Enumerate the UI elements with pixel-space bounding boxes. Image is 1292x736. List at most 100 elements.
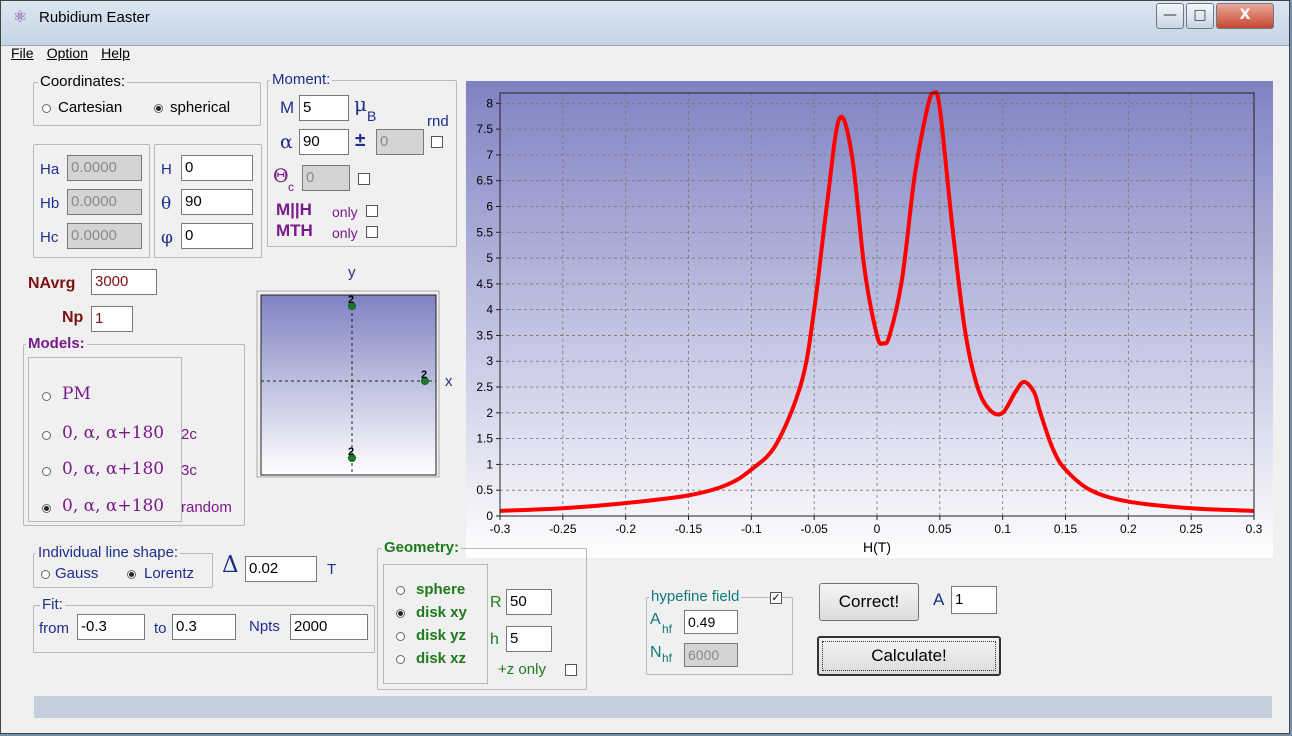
- theta-c-label: Θ: [273, 165, 289, 187]
- gauss-radio[interactable]: [41, 570, 50, 579]
- phi-field[interactable]: 0: [181, 223, 253, 249]
- calculate-button[interactable]: Calculate!: [817, 636, 1001, 676]
- nhf-field[interactable]: 6000: [684, 643, 738, 667]
- close-button[interactable]: X: [1216, 3, 1274, 29]
- geometry-inner-frame: [383, 564, 488, 684]
- x-tick-label: 0.25: [1179, 522, 1203, 536]
- hb-label: Hb: [40, 195, 60, 212]
- plusminus-label: ±: [355, 130, 366, 151]
- menu-option[interactable]: Option: [46, 45, 88, 61]
- hyperfine-checkbox[interactable]: ✓: [770, 592, 782, 604]
- model-2c-suffix: 2c: [181, 426, 197, 443]
- npts-label: Npts: [249, 618, 280, 635]
- xy-y-label: y: [348, 264, 356, 281]
- x-tick-label: 0: [874, 522, 881, 536]
- z-only-checkbox[interactable]: [565, 664, 577, 676]
- model-2c-label: 0, α, α+180: [62, 423, 165, 443]
- moment-dot: [348, 302, 356, 310]
- ha-field[interactable]: 0.0000: [67, 155, 142, 181]
- correct-button[interactable]: Correct!: [819, 583, 919, 621]
- y-tick-label: 4: [486, 303, 493, 317]
- main-panel: Coordinates: Cartesian spherical Ha 0.00…: [11, 69, 1286, 731]
- model-3c-radio[interactable]: [42, 467, 51, 476]
- theta-label: θ: [161, 194, 172, 214]
- disk-yz-label: disk yz: [416, 627, 467, 644]
- x-tick-label: -0.05: [800, 522, 828, 536]
- fit-from-label: from: [39, 620, 69, 637]
- a-label: A: [933, 590, 945, 609]
- radius-field[interactable]: 50: [506, 589, 552, 615]
- spherical-label: spherical: [170, 99, 231, 116]
- np-label: Np: [62, 309, 84, 326]
- moment-m-field[interactable]: 5: [299, 95, 349, 121]
- hb-field[interactable]: 0.0000: [67, 189, 142, 215]
- nhf-subscript: hf: [662, 651, 673, 665]
- m-parallel-h-checkbox[interactable]: [366, 205, 378, 217]
- m-parallel-h-only: only: [332, 204, 358, 220]
- m-perp-h-checkbox[interactable]: [366, 226, 378, 238]
- y-tick-label: 4.5: [476, 277, 493, 291]
- np-field[interactable]: 1: [91, 306, 133, 332]
- y-tick-label: 0: [486, 509, 493, 523]
- theta-c-field[interactable]: 0: [302, 165, 350, 191]
- model-random-radio[interactable]: [42, 504, 51, 513]
- alpha-field[interactable]: 90: [299, 129, 349, 155]
- fit-to-field[interactable]: 0.3: [172, 614, 236, 640]
- disk-xy-radio[interactable]: [396, 609, 405, 618]
- menu-file[interactable]: File: [11, 45, 34, 61]
- fit-from-field[interactable]: -0.3: [77, 614, 145, 640]
- disk-xz-radio[interactable]: [396, 655, 405, 664]
- x-tick-label: -0.1: [741, 522, 762, 536]
- linewidth-field[interactable]: 0.02: [245, 556, 317, 582]
- menu-help[interactable]: Help: [101, 45, 130, 61]
- y-tick-label: 7.5: [476, 122, 493, 136]
- minimize-button[interactable]: —: [1156, 3, 1184, 29]
- theta-c-checkbox[interactable]: [358, 173, 370, 185]
- coordinates-group: Coordinates: Cartesian spherical: [33, 74, 261, 126]
- moment-title: Moment:: [270, 71, 333, 88]
- y-tick-label: 6: [486, 199, 493, 213]
- npts-field[interactable]: 2000: [290, 614, 368, 640]
- model-2c-radio[interactable]: [42, 431, 51, 440]
- hc-field[interactable]: 0.0000: [67, 223, 142, 249]
- cartesian-radio[interactable]: [42, 104, 51, 113]
- sphere-label: sphere: [416, 581, 466, 598]
- ahf-field[interactable]: 0.49: [684, 610, 738, 634]
- m-parallel-h-label: M||H: [276, 200, 312, 219]
- disk-yz-radio[interactable]: [396, 632, 405, 641]
- maximize-button[interactable]: □: [1186, 3, 1214, 29]
- h-field[interactable]: 0: [181, 155, 253, 181]
- cartesian-label: Cartesian: [58, 99, 123, 116]
- x-tick-label: 0.15: [1054, 522, 1078, 536]
- models-inner-frame: [28, 357, 182, 522]
- rnd-checkbox[interactable]: [431, 136, 443, 148]
- hc-label: Hc: [40, 229, 59, 246]
- fit-title: Fit:: [40, 596, 65, 613]
- ahf-subscript: hf: [662, 622, 673, 636]
- theta-field[interactable]: 90: [181, 189, 253, 215]
- geometry-group: Geometry: sphere disk xy disk yz disk xz…: [377, 540, 587, 690]
- models-title: Models:: [26, 335, 87, 352]
- disk-xz-label: disk xz: [416, 650, 467, 667]
- nhf-label: N: [650, 644, 662, 661]
- navrg-field[interactable]: 3000: [91, 269, 157, 295]
- y-tick-label: 6.5: [476, 174, 493, 188]
- y-tick-label: 2: [486, 406, 493, 420]
- alpha-spread-field[interactable]: 0: [376, 129, 424, 155]
- delta-label: Δ: [222, 552, 239, 578]
- m-label: M: [280, 98, 295, 117]
- height-field[interactable]: 5: [506, 626, 552, 652]
- progress-bar: [34, 696, 1272, 718]
- atom-icon: ⚛: [13, 9, 28, 26]
- moment-dot: [348, 454, 356, 462]
- x-tick-label: -0.2: [615, 522, 636, 536]
- theta-c-subscript: c: [288, 180, 294, 194]
- model-pm-radio[interactable]: [42, 392, 51, 401]
- sphere-radio[interactable]: [396, 586, 405, 595]
- y-tick-label: 5: [486, 251, 493, 265]
- a-field[interactable]: 1: [951, 586, 997, 614]
- m-perp-h-label: MTH: [276, 221, 313, 240]
- lorentz-radio[interactable]: [127, 570, 136, 579]
- spherical-radio[interactable]: [154, 104, 163, 113]
- xy-x-label: x: [445, 373, 453, 390]
